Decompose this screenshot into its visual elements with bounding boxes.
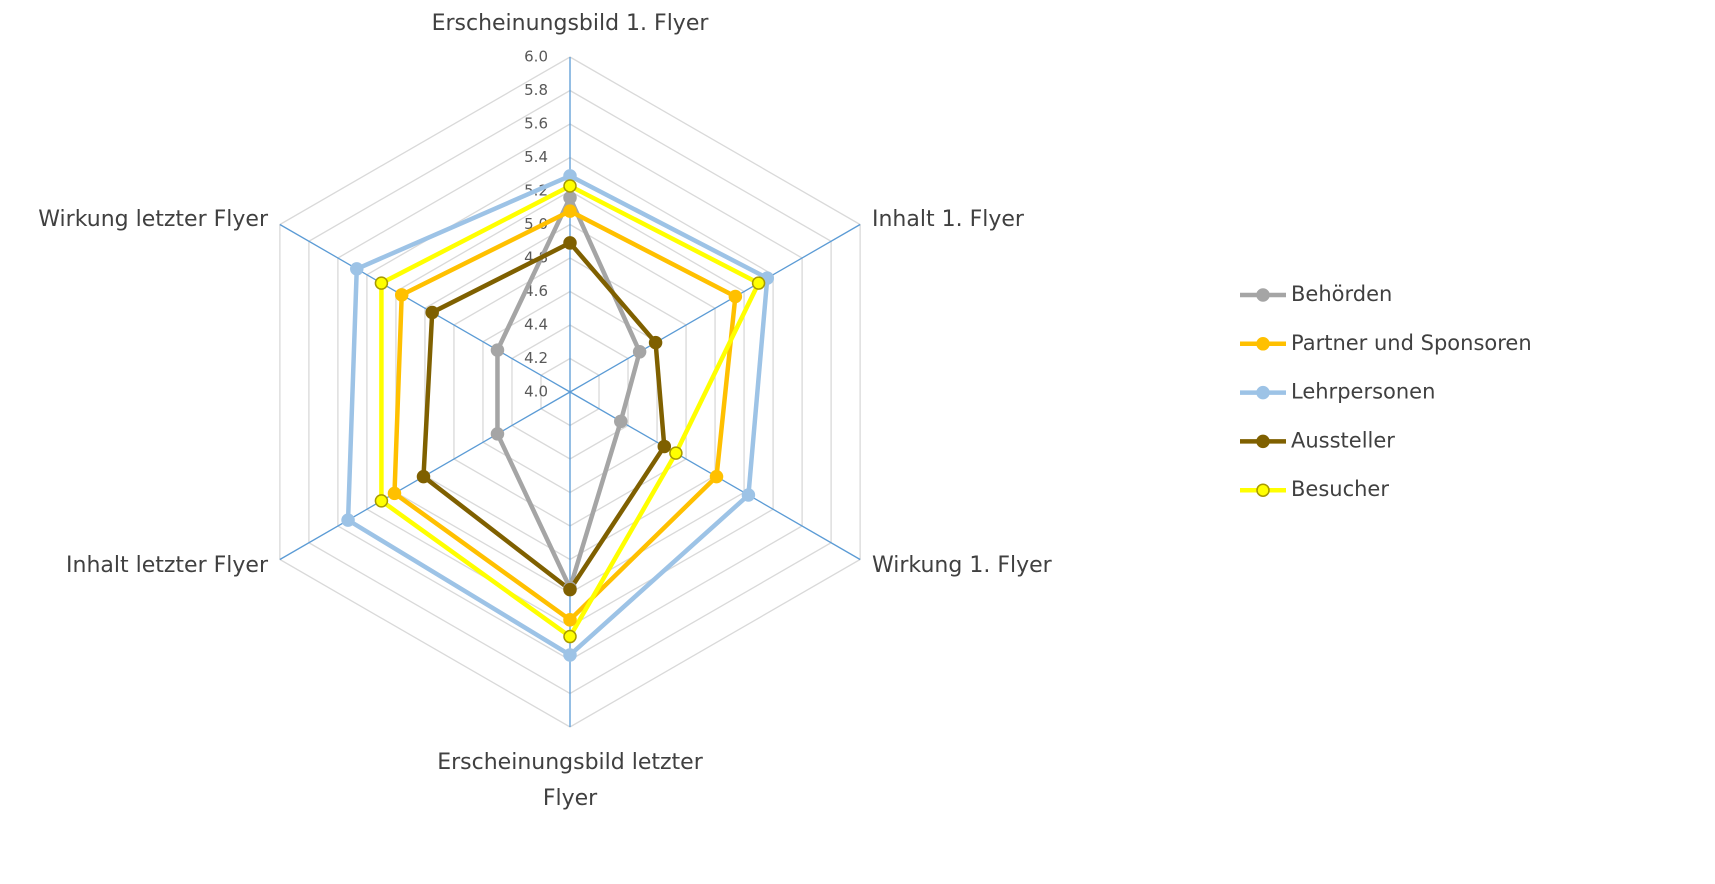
- y-tick-label: 4.4: [524, 316, 548, 334]
- data-point: [711, 471, 723, 483]
- data-point: [564, 180, 576, 192]
- y-tick-label: 6.0: [524, 48, 548, 66]
- y-tick-label: 5.4: [524, 148, 548, 166]
- page: 4.04.24.44.64.85.05.25.45.65.86.0Behörde…: [0, 0, 1715, 884]
- data-point: [491, 344, 503, 356]
- data-point: [564, 649, 576, 661]
- data-point: [388, 487, 400, 499]
- data-point: [342, 514, 354, 526]
- data-point: [564, 205, 576, 217]
- category-label: Wirkung 1. Flyer: [872, 548, 1052, 584]
- data-point: [615, 415, 627, 427]
- data-point: [650, 337, 662, 349]
- data-point: [491, 428, 503, 440]
- data-point: [742, 489, 754, 501]
- data-point: [375, 495, 387, 507]
- category-label: Inhalt letzter Flyer: [0, 548, 268, 584]
- chart: 4.04.24.44.64.85.05.25.45.65.86.0Behörde…: [0, 0, 1715, 884]
- data-point: [426, 306, 438, 318]
- legend-marker: [1257, 338, 1269, 350]
- legend-marker: [1257, 484, 1269, 496]
- legend-marker: [1257, 435, 1269, 447]
- data-point: [351, 263, 363, 275]
- series-line: [394, 211, 735, 620]
- data-point: [729, 291, 741, 303]
- category-label: Erscheinungsbild 1. Flyer: [370, 6, 770, 42]
- legend-marker: [1257, 289, 1269, 301]
- data-point: [564, 584, 576, 596]
- data-point: [670, 447, 682, 459]
- data-point: [564, 192, 576, 204]
- data-point: [564, 631, 576, 643]
- y-tick-label: 4.2: [524, 349, 548, 367]
- legend-label: Behörden: [1291, 282, 1392, 306]
- legend-marker: [1257, 387, 1269, 399]
- legend-label: Lehrpersonen: [1291, 380, 1435, 404]
- legend-label: Partner und Sponsoren: [1291, 331, 1532, 355]
- data-point: [658, 440, 670, 452]
- y-tick-label: 4.0: [524, 383, 548, 401]
- y-tick-label: 5.8: [524, 81, 548, 99]
- data-point: [396, 289, 408, 301]
- y-tick-label: 5.6: [524, 115, 548, 133]
- data-point: [375, 277, 387, 289]
- data-point: [417, 471, 429, 483]
- data-point: [564, 237, 576, 249]
- data-point: [753, 277, 765, 289]
- data-point: [564, 614, 576, 626]
- category-label: Wirkung letzter Flyer: [0, 202, 268, 238]
- legend-label: Aussteller: [1291, 428, 1395, 452]
- data-point: [634, 346, 646, 358]
- category-label: Erscheinungsbild letzter Flyer: [420, 745, 720, 817]
- legend-label: Besucher: [1291, 477, 1389, 501]
- category-label: Inhalt 1. Flyer: [872, 202, 1024, 238]
